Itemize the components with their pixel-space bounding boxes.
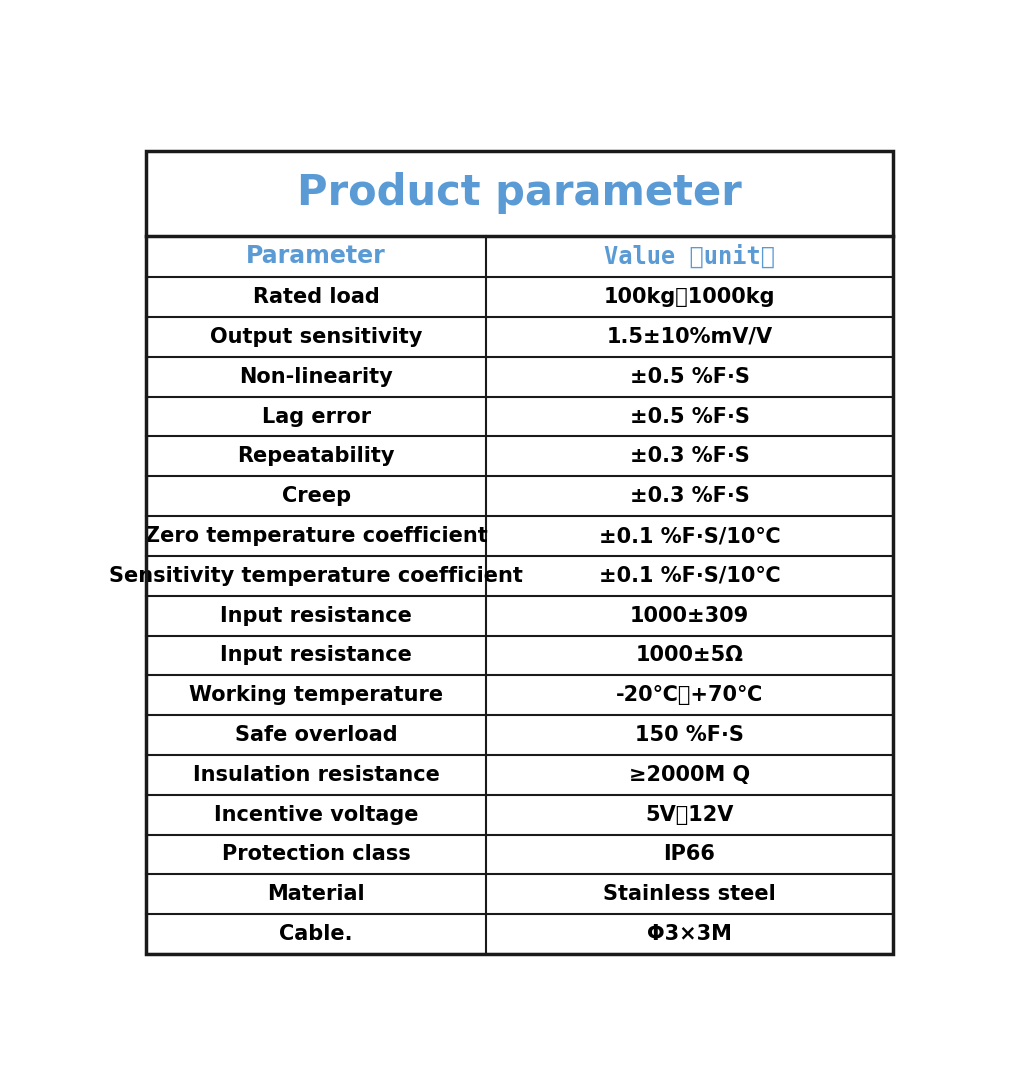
Text: 100kg～1000kg: 100kg～1000kg bbox=[603, 287, 776, 307]
Text: Repeatability: Repeatability bbox=[237, 446, 395, 466]
Text: Incentive voltage: Incentive voltage bbox=[214, 805, 419, 824]
Text: Stainless steel: Stainless steel bbox=[603, 884, 776, 905]
Text: Creep: Creep bbox=[282, 487, 351, 506]
Text: Value （unit）: Value （unit） bbox=[604, 244, 775, 268]
Text: Parameter: Parameter bbox=[246, 244, 386, 268]
Text: 1000±5Ω: 1000±5Ω bbox=[636, 645, 743, 666]
Text: ±0.1 %F·S/10℃: ±0.1 %F·S/10℃ bbox=[598, 526, 781, 546]
Text: ±0.5 %F·S: ±0.5 %F·S bbox=[630, 367, 749, 387]
Text: 1.5±10%mV/V: 1.5±10%mV/V bbox=[606, 327, 773, 346]
Text: ≥2000M Q: ≥2000M Q bbox=[629, 765, 750, 785]
Text: Insulation resistance: Insulation resistance bbox=[193, 765, 440, 785]
Text: Zero temperature coefficient: Zero temperature coefficient bbox=[145, 526, 488, 546]
Text: Rated load: Rated load bbox=[252, 287, 379, 307]
Text: Material: Material bbox=[268, 884, 365, 905]
Text: Lag error: Lag error bbox=[262, 406, 371, 427]
Text: ±0.3 %F·S: ±0.3 %F·S bbox=[630, 487, 749, 506]
Text: 150 %F·S: 150 %F·S bbox=[635, 725, 744, 745]
Text: Φ3×3M: Φ3×3M bbox=[647, 924, 732, 944]
Text: ±0.3 %F·S: ±0.3 %F·S bbox=[630, 446, 749, 466]
Text: Working temperature: Working temperature bbox=[190, 685, 443, 705]
Text: 1000±309: 1000±309 bbox=[630, 606, 749, 626]
Text: Cable.: Cable. bbox=[280, 924, 353, 944]
Text: 5V～12V: 5V～12V bbox=[645, 805, 734, 824]
Text: Input resistance: Input resistance bbox=[220, 645, 412, 666]
Text: Input resistance: Input resistance bbox=[220, 606, 412, 626]
Text: Product parameter: Product parameter bbox=[297, 173, 742, 214]
Text: Output sensitivity: Output sensitivity bbox=[210, 327, 423, 346]
Text: Safe overload: Safe overload bbox=[235, 725, 397, 745]
Text: -20℃～+70℃: -20℃～+70℃ bbox=[615, 685, 764, 705]
Text: IP66: IP66 bbox=[663, 845, 716, 864]
Text: ±0.5 %F·S: ±0.5 %F·S bbox=[630, 406, 749, 427]
Text: Sensitivity temperature coefficient: Sensitivity temperature coefficient bbox=[110, 566, 523, 585]
Text: ±0.1 %F·S/10℃: ±0.1 %F·S/10℃ bbox=[598, 566, 781, 585]
Text: Protection class: Protection class bbox=[222, 845, 411, 864]
Text: Non-linearity: Non-linearity bbox=[239, 367, 393, 387]
